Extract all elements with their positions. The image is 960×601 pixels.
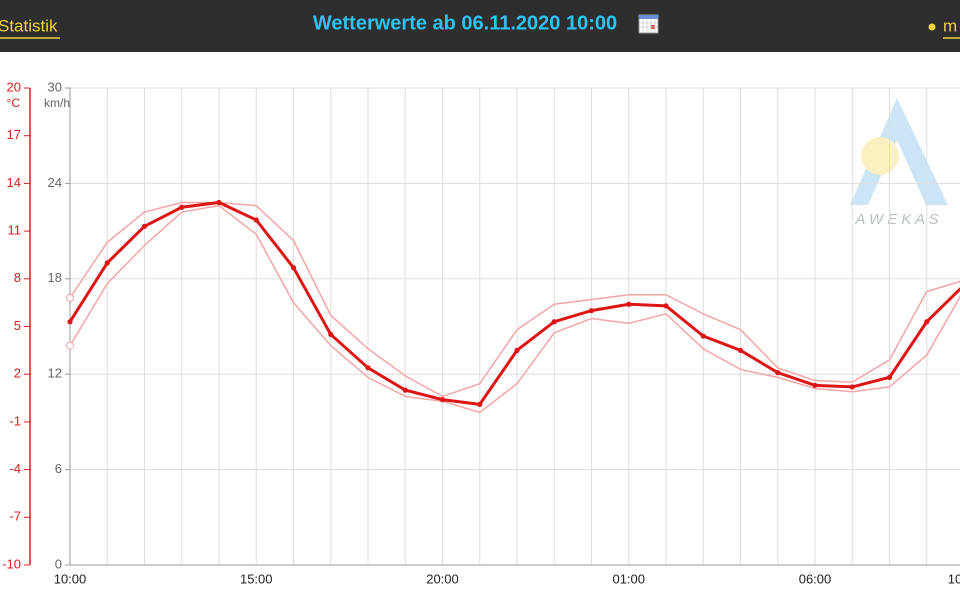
x-tick-label: 06:00 bbox=[799, 571, 832, 586]
point bbox=[849, 384, 855, 390]
y-tick-label: -10 bbox=[2, 556, 21, 571]
band-line bbox=[69, 201, 960, 398]
point bbox=[924, 319, 930, 325]
menu-link[interactable]: m bbox=[943, 16, 957, 35]
band-line bbox=[69, 204, 960, 414]
y-tick-label: 17 bbox=[7, 127, 21, 142]
y2-tick-label: 30 bbox=[48, 79, 62, 94]
x-tick-label: 10:00 bbox=[948, 571, 960, 586]
y-tick-label: -7 bbox=[9, 509, 21, 524]
point bbox=[626, 301, 632, 307]
y-tick-label: -4 bbox=[9, 461, 21, 476]
awekas-logo bbox=[850, 98, 948, 205]
point bbox=[775, 370, 781, 376]
point bbox=[104, 260, 110, 266]
point bbox=[551, 319, 557, 325]
point bbox=[737, 347, 744, 353]
dot bbox=[928, 23, 936, 31]
calendar-icon bbox=[638, 14, 659, 34]
y2-tick-label: 0 bbox=[55, 556, 62, 571]
top-bar bbox=[0, 0, 960, 52]
point bbox=[365, 365, 371, 371]
y-unit: °C bbox=[7, 96, 21, 110]
y-tick-label: 2 bbox=[14, 366, 21, 381]
point bbox=[514, 347, 520, 353]
y-tick-label: 20 bbox=[7, 79, 21, 94]
point bbox=[477, 401, 483, 408]
point bbox=[216, 199, 222, 206]
point bbox=[67, 319, 73, 325]
y2-tick-label: 6 bbox=[55, 461, 62, 476]
point bbox=[253, 217, 259, 223]
point bbox=[588, 308, 595, 314]
y-tick-label: 14 bbox=[7, 175, 21, 190]
point bbox=[663, 303, 669, 309]
point bbox=[402, 387, 408, 393]
y-tick-label: 11 bbox=[8, 223, 22, 238]
y2-tick-label: 24 bbox=[48, 175, 62, 190]
point bbox=[886, 374, 893, 380]
x-tick-label: 20:00 bbox=[426, 571, 459, 586]
point bbox=[439, 397, 446, 403]
point bbox=[141, 223, 148, 229]
y-tick-label: 8 bbox=[14, 270, 21, 285]
watermark: A W E K A S bbox=[854, 211, 938, 228]
point bbox=[66, 293, 74, 302]
x-tick-label: 01:00 bbox=[612, 571, 645, 586]
statistik-link[interactable]: Statistik bbox=[0, 16, 58, 35]
y2-tick-label: 18 bbox=[48, 270, 62, 285]
point bbox=[179, 204, 185, 210]
y-tick-label: -1 bbox=[9, 413, 21, 428]
x-tick-label: 10:00 bbox=[54, 571, 87, 586]
point bbox=[328, 331, 334, 338]
y2-unit: km/h bbox=[44, 96, 70, 110]
point bbox=[812, 382, 818, 388]
y2-tick-label: 12 bbox=[48, 366, 62, 381]
x-tick-label: 15:00 bbox=[240, 571, 273, 586]
y-tick-label: 5 bbox=[14, 318, 21, 333]
chart-title: Wetterwerte ab 06.11.2020 10:00 bbox=[313, 12, 617, 34]
point bbox=[290, 265, 297, 271]
point bbox=[700, 333, 706, 339]
point bbox=[66, 341, 74, 350]
